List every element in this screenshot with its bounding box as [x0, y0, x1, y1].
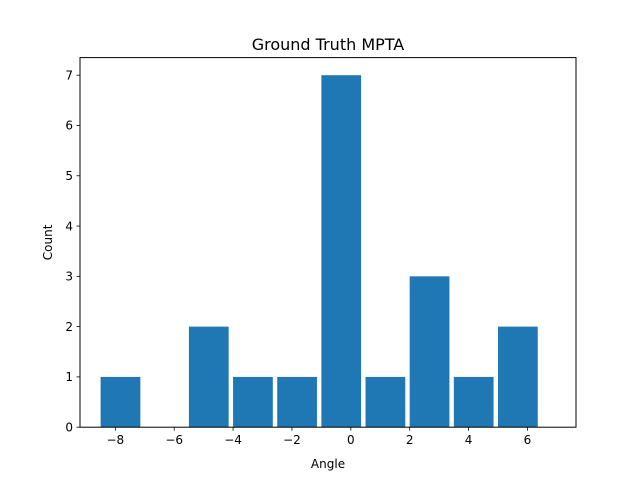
histogram-bar: [188, 326, 229, 428]
x-tick-label: 2: [406, 433, 414, 447]
histogram-bar: [497, 326, 538, 428]
x-tick-label: 0: [347, 433, 355, 447]
y-axis-label: Count: [41, 224, 55, 260]
x-tick-label: 6: [524, 433, 532, 447]
y-tick-label: 7: [65, 68, 73, 82]
histogram-bar: [321, 75, 362, 428]
y-tick-label: 1: [65, 370, 73, 384]
chart-title: Ground Truth MPTA: [252, 35, 405, 54]
histogram-bar: [409, 276, 450, 428]
x-axis-ticks: −8 −6 −4 −2 0 2 4 6: [106, 427, 531, 447]
y-tick-label: 0: [65, 420, 73, 434]
x-tick-label: −8: [106, 433, 124, 447]
histogram-bar: [365, 376, 406, 428]
histogram-bar: [100, 376, 141, 428]
histogram-bar: [453, 376, 494, 428]
y-tick-label: 3: [65, 270, 73, 284]
plot-area-frame: [79, 57, 577, 428]
y-axis-ticks: 0 1 2 3 4 5 6 7: [65, 68, 80, 434]
x-tick-label: −4: [224, 433, 242, 447]
y-tick-label: 5: [65, 169, 73, 183]
y-tick-label: 2: [65, 320, 73, 334]
y-tick-label: 6: [65, 119, 73, 133]
x-tick-label: −6: [165, 433, 183, 447]
bars-group: [100, 75, 538, 428]
y-tick-label: 4: [65, 219, 73, 233]
histogram-bar: [277, 376, 317, 428]
x-axis-label: Angle: [311, 457, 345, 471]
histogram-bar: [233, 376, 273, 428]
x-tick-label: −2: [283, 433, 301, 447]
x-tick-label: 4: [465, 433, 473, 447]
